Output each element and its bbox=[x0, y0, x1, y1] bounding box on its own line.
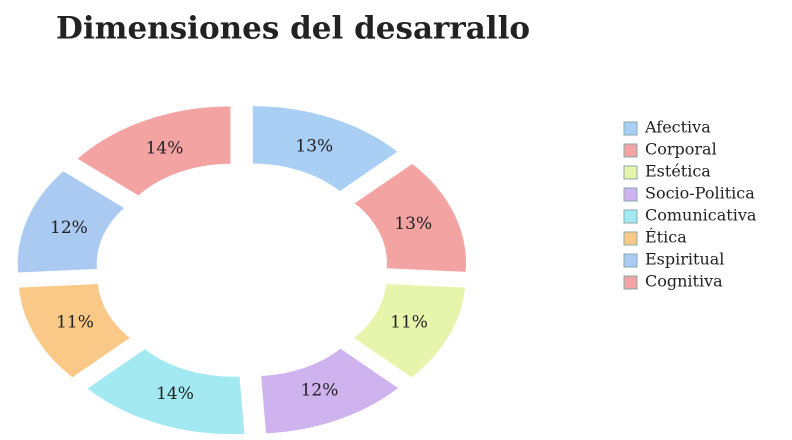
slice-label: 13% bbox=[394, 214, 432, 234]
legend-label: Ética bbox=[645, 227, 687, 247]
slice bbox=[75, 105, 232, 197]
legend-label: Estética bbox=[645, 162, 711, 181]
slice bbox=[251, 105, 399, 193]
legend-label: Socio-Politica bbox=[645, 184, 755, 203]
slice bbox=[352, 282, 467, 379]
slice-label: 11% bbox=[390, 313, 428, 333]
legend-swatch bbox=[623, 209, 638, 224]
legend-swatch bbox=[623, 165, 638, 180]
legend-label: Cognitiva bbox=[645, 272, 723, 291]
chart-title: Dimensiones del desarrallo bbox=[56, 11, 530, 47]
slice bbox=[353, 162, 467, 273]
legend-swatch bbox=[623, 253, 638, 268]
slice-label: 14% bbox=[156, 384, 194, 404]
slice bbox=[85, 347, 246, 436]
legend-label: Afectiva bbox=[644, 118, 711, 137]
slice-label: 14% bbox=[146, 138, 184, 158]
slice bbox=[16, 170, 126, 274]
legend-label: Corporal bbox=[645, 140, 717, 159]
legend-swatch bbox=[623, 121, 638, 136]
slice bbox=[17, 282, 132, 379]
slice bbox=[260, 347, 400, 435]
legend-swatch bbox=[623, 143, 638, 158]
legend-swatch bbox=[623, 187, 638, 202]
legend-swatch bbox=[623, 231, 638, 246]
slice-label: 12% bbox=[301, 381, 339, 401]
legend-label: Espiritual bbox=[645, 250, 724, 269]
legend-swatch bbox=[623, 275, 638, 290]
slice-label: 13% bbox=[295, 137, 333, 157]
slice-label: 12% bbox=[50, 218, 88, 238]
legend-label: Comunicativa bbox=[645, 206, 757, 225]
slice-label: 11% bbox=[56, 313, 94, 333]
